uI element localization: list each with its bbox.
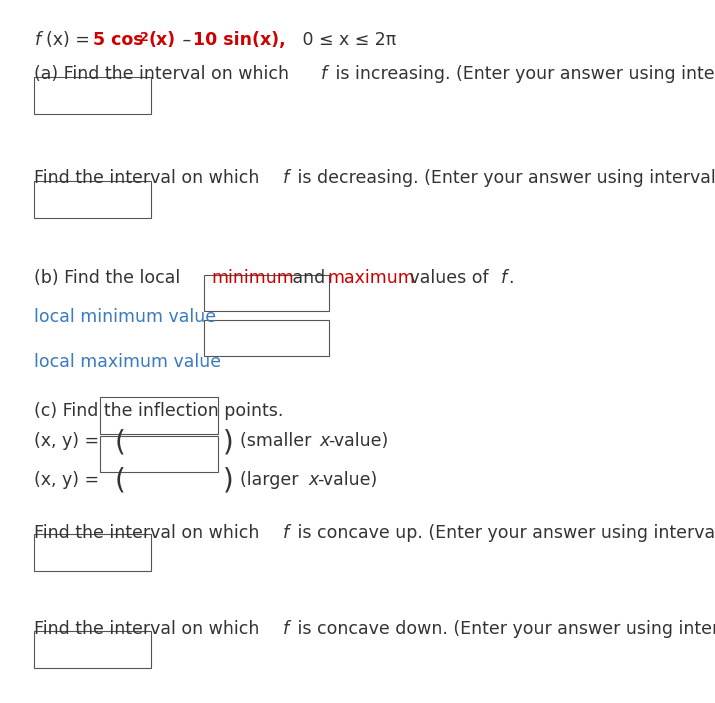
Text: ): ): [222, 467, 233, 495]
Text: –: –: [177, 31, 197, 49]
Text: 5 cos: 5 cos: [93, 31, 144, 49]
Text: minimum: minimum: [212, 269, 295, 287]
Text: f: f: [320, 65, 327, 83]
Text: f: f: [500, 269, 507, 287]
Text: 2: 2: [140, 31, 149, 44]
Text: and: and: [287, 269, 330, 287]
Text: maximum: maximum: [327, 269, 415, 287]
FancyBboxPatch shape: [34, 631, 151, 668]
Text: (x, y) =: (x, y) =: [34, 471, 105, 489]
Text: is increasing. (Enter your answer using interval notation.): is increasing. (Enter your answer using …: [330, 65, 715, 83]
FancyBboxPatch shape: [204, 320, 329, 356]
Text: (: (: [115, 428, 126, 456]
Text: is decreasing. (Enter your answer using interval notation.): is decreasing. (Enter your answer using …: [292, 169, 715, 187]
Text: 0 ≤ x ≤ 2π: 0 ≤ x ≤ 2π: [275, 31, 396, 49]
Text: -value): -value): [328, 432, 388, 451]
Text: (larger: (larger: [240, 471, 304, 489]
Text: local maximum value: local maximum value: [34, 353, 222, 371]
Text: (smaller: (smaller: [240, 432, 317, 451]
Text: (x): (x): [149, 31, 176, 49]
Text: (: (: [115, 467, 126, 495]
FancyBboxPatch shape: [100, 436, 218, 472]
Text: f: f: [34, 31, 41, 49]
FancyBboxPatch shape: [34, 77, 151, 114]
Text: values of: values of: [404, 269, 494, 287]
Text: (a) Find the interval on which: (a) Find the interval on which: [34, 65, 295, 83]
Text: f: f: [283, 169, 290, 187]
FancyBboxPatch shape: [34, 534, 151, 571]
Text: is concave up. (Enter your answer using interval notation.): is concave up. (Enter your answer using …: [292, 524, 715, 542]
Text: (x) =: (x) =: [46, 31, 95, 49]
Text: Find the interval on which: Find the interval on which: [34, 620, 265, 638]
FancyBboxPatch shape: [34, 181, 151, 218]
Text: .: .: [508, 269, 514, 287]
Text: ): ): [222, 428, 233, 456]
Text: Find the interval on which: Find the interval on which: [34, 169, 265, 187]
Text: f: f: [283, 620, 290, 638]
Text: f: f: [283, 524, 290, 542]
FancyBboxPatch shape: [100, 397, 218, 434]
Text: is concave down. (Enter your answer using interval notation.): is concave down. (Enter your answer usin…: [292, 620, 715, 638]
Text: x: x: [320, 432, 330, 451]
FancyBboxPatch shape: [204, 275, 329, 311]
Text: x: x: [308, 471, 318, 489]
Text: -value): -value): [317, 471, 377, 489]
Text: (b) Find the local: (b) Find the local: [34, 269, 186, 287]
Text: 10 sin(x),: 10 sin(x),: [193, 31, 286, 49]
Text: (x, y) =: (x, y) =: [34, 432, 105, 451]
Text: local minimum value: local minimum value: [34, 308, 217, 326]
Text: (c) Find the inflection points.: (c) Find the inflection points.: [34, 402, 284, 420]
Text: Find the interval on which: Find the interval on which: [34, 524, 265, 542]
